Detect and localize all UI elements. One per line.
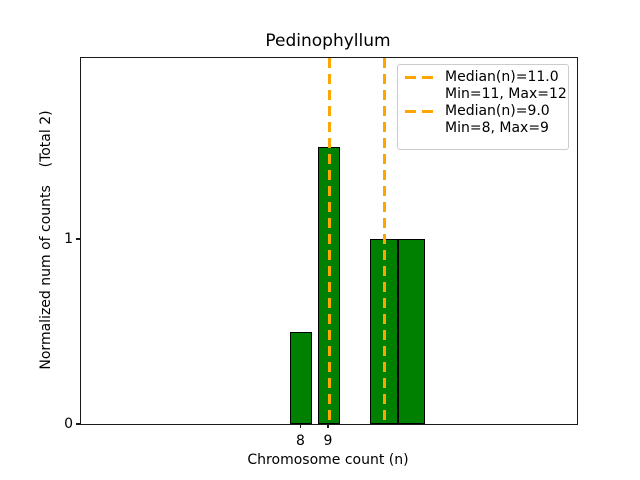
- y-axis-label: Normalized num of counts (Total 2): [38, 110, 54, 370]
- legend-entry: Median(n)=11.0: [405, 69, 561, 86]
- x-tick-mark: [299, 424, 302, 428]
- legend-entry-subline: Min=8, Max=9: [405, 120, 561, 137]
- y-tick-mark: [76, 238, 80, 240]
- legend-label: Median(n)=9.0: [445, 103, 550, 119]
- chart-title: Pedinophyllum: [265, 31, 391, 51]
- legend-entry-subline: Min=11, Max=12: [405, 86, 567, 103]
- legend-sublabel: Min=11, Max=12: [445, 86, 567, 102]
- bar: [290, 331, 313, 424]
- x-tick-label: 8: [295, 433, 305, 449]
- dashed-line-icon: [405, 76, 435, 79]
- legend-sublabel: Min=8, Max=9: [445, 120, 549, 136]
- median-line: [382, 58, 386, 424]
- legend-entry: Median(n)=9.0: [405, 103, 561, 120]
- x-tick-mark: [327, 424, 329, 428]
- dashed-line-icon: [405, 110, 435, 113]
- legend-label: Median(n)=11.0: [445, 69, 559, 85]
- x-axis-label: Chromosome count (n): [247, 452, 409, 468]
- bar: [397, 239, 426, 424]
- y-tick-label: 1: [64, 231, 73, 248]
- x-tick-label: 9: [323, 433, 333, 449]
- y-tick-label: 0: [64, 416, 73, 432]
- legend: Median(n)=11.0 Min=11, Max=12 Median(n)=…: [397, 64, 569, 150]
- legend-symbol-spacer: [405, 127, 435, 130]
- median-line: [327, 58, 331, 424]
- y-tick-mark: [76, 423, 80, 425]
- legend-symbol-spacer: [405, 93, 435, 96]
